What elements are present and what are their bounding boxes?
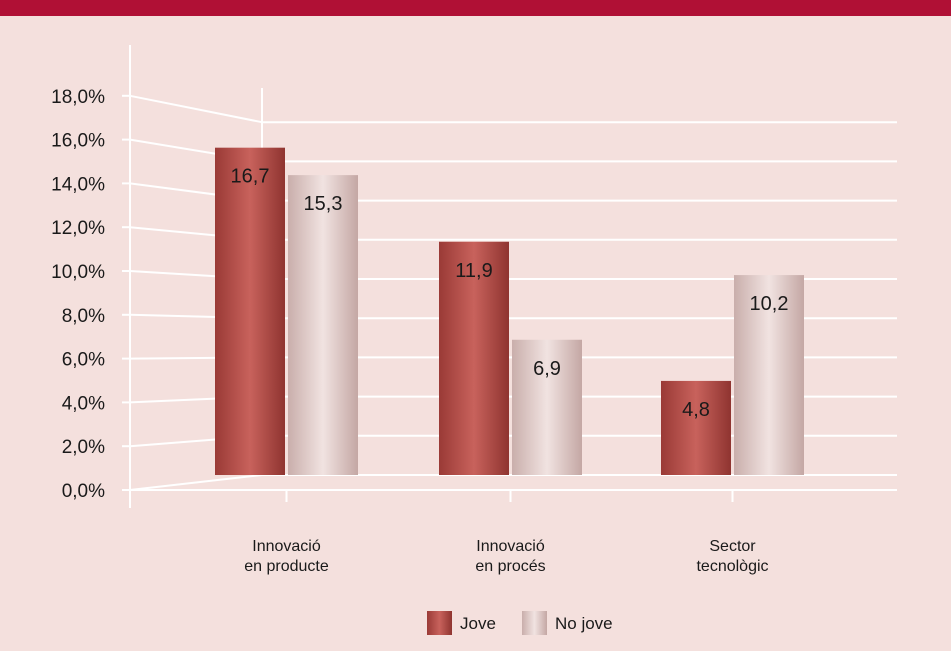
y-tick-label: 2,0% xyxy=(62,437,105,458)
bar-no-jove xyxy=(512,339,582,475)
data-label: 10,2 xyxy=(750,293,789,315)
bar-no-jove xyxy=(734,275,804,475)
y-tick-label: 6,0% xyxy=(62,350,105,371)
y-tick-label: 10,0% xyxy=(51,262,105,283)
data-label: 6,9 xyxy=(533,358,561,380)
y-tick-label: 0,0% xyxy=(62,481,105,502)
data-label: 15,3 xyxy=(304,193,343,215)
category-label: en producte xyxy=(244,558,329,575)
legend-label: No jove xyxy=(555,614,613,633)
legend: Jove No jove xyxy=(427,611,613,635)
y-tick-label: 14,0% xyxy=(51,174,105,195)
y-tick-label: 8,0% xyxy=(62,306,105,327)
header-bar xyxy=(0,0,951,16)
legend-label: Jove xyxy=(460,614,496,633)
data-label: 4,8 xyxy=(682,399,710,421)
bar-jove xyxy=(661,380,731,475)
data-label: 16,7 xyxy=(231,166,270,188)
label-layer: 16,7 15,3 Innovació en producte 11,9 6,9 Innov… xyxy=(231,166,789,575)
y-tick-label: 12,0% xyxy=(51,218,105,239)
legend-swatch-no-jove xyxy=(522,611,547,635)
axis-layer: 0,0% 2,0% 4,0% 6,0% 8,0% 10,0% 12,0% 14,0% 16,0%… xyxy=(51,45,734,508)
category-label: Innovació xyxy=(476,538,545,555)
legend-swatch-jove xyxy=(427,611,452,635)
bar-jove xyxy=(439,241,509,475)
y-tick-label: 4,0% xyxy=(62,393,105,414)
y-tick-label: 18,0% xyxy=(51,87,105,108)
bar-jove xyxy=(215,147,285,475)
data-label: 11,9 xyxy=(455,260,492,282)
side-wall-gridline xyxy=(129,94,263,124)
category-label: en procés xyxy=(475,558,545,575)
category-label: tecnològic xyxy=(696,558,768,575)
category-label: Sector xyxy=(709,538,756,555)
y-tick-label: 16,0% xyxy=(51,131,105,152)
bar-no-jove xyxy=(288,175,358,475)
category-label: Innovació xyxy=(252,538,321,555)
bar-layer xyxy=(215,147,804,475)
side-wall-gridline xyxy=(129,474,263,491)
